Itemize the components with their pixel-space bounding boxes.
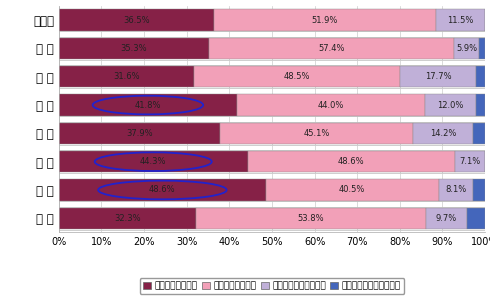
Bar [476,94,485,116]
Bar [220,123,413,144]
Bar [215,10,436,31]
Bar [473,123,485,144]
Bar [237,94,424,116]
Bar [454,38,479,59]
Text: 44.3%: 44.3% [140,157,167,166]
Text: 37.9%: 37.9% [126,129,153,138]
Bar [413,123,473,144]
Bar [59,66,194,87]
Text: 41.8%: 41.8% [135,100,161,110]
Text: 32.3%: 32.3% [114,214,141,223]
Bar [476,66,485,87]
Legend: 大変負担に感じる, やや負担に感じる, あまり負担に感じない, まったく負担に感じない: 大変負担に感じる, やや負担に感じる, あまり負担に感じない, まったく負担に感… [140,278,404,294]
Bar [439,179,473,201]
Bar [59,151,247,172]
Text: 8.1%: 8.1% [445,185,466,195]
Text: 44.0%: 44.0% [318,100,344,110]
Bar [436,10,485,31]
Text: 40.5%: 40.5% [339,185,366,195]
Bar [194,66,400,87]
Text: 12.0%: 12.0% [437,100,464,110]
Bar [59,179,266,201]
Text: 11.5%: 11.5% [447,15,473,25]
Text: 51.9%: 51.9% [312,15,338,25]
Text: 9.7%: 9.7% [436,214,457,223]
Text: 53.8%: 53.8% [298,214,324,223]
Text: 5.9%: 5.9% [456,44,477,53]
Text: 36.5%: 36.5% [123,15,150,25]
Text: 57.4%: 57.4% [318,44,345,53]
Bar [479,38,485,59]
Text: 48.6%: 48.6% [338,157,365,166]
Bar [209,38,454,59]
Bar [59,123,220,144]
Text: 17.7%: 17.7% [425,72,451,81]
Bar [59,94,237,116]
Bar [426,208,467,229]
Text: 35.3%: 35.3% [121,44,147,53]
Bar [59,10,215,31]
Bar [400,66,476,87]
Text: 31.6%: 31.6% [113,72,140,81]
Text: 14.2%: 14.2% [430,129,456,138]
Text: 48.6%: 48.6% [149,185,176,195]
Text: 45.1%: 45.1% [303,129,330,138]
Bar [59,208,196,229]
Text: 48.5%: 48.5% [284,72,310,81]
Bar [455,151,485,172]
Bar [196,208,426,229]
Bar [59,38,209,59]
Bar [266,179,439,201]
Bar [473,179,485,201]
Bar [247,151,455,172]
Text: 7.1%: 7.1% [459,157,481,166]
Bar [424,94,476,116]
Bar [467,208,485,229]
